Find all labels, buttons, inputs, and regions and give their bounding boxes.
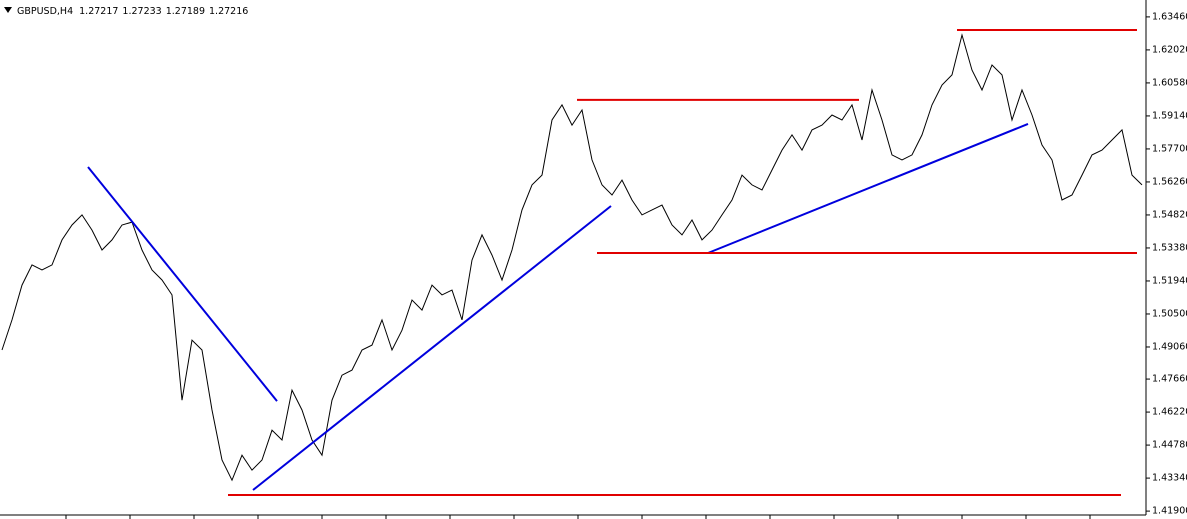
y-tick-label: 1.49060 [1152,341,1187,352]
y-tick-label: 1.43340 [1152,473,1187,484]
trendline [252,205,612,491]
trendline [87,166,278,402]
y-tick-label: 1.46220 [1152,407,1187,418]
low: 1.27189 [166,6,205,17]
y-tick-label: 1.56260 [1152,176,1187,187]
open: 1.27217 [79,6,118,17]
symbol: GBPUSD,H4 [17,6,73,17]
y-tick-label: 1.51940 [1152,275,1187,286]
y-tick-label: 1.54820 [1152,209,1187,220]
y-tick-label: 1.47660 [1152,374,1187,385]
x-ticks [65,515,1091,519]
chart-header: GBPUSD,H4 1.27217 1.27233 1.27189 1.27216 [17,6,248,17]
y-tick-label: 1.53380 [1152,242,1187,253]
y-tick-label: 1.41900 [1152,506,1187,517]
y-tick-label: 1.59140 [1152,110,1187,121]
y-tick-label: 1.50500 [1152,308,1187,319]
high: 1.27233 [122,6,161,17]
y-tick-label: 1.60580 [1152,77,1187,88]
y-tick-label: 1.44780 [1152,440,1187,451]
trendline [707,123,1029,254]
y-tick-label: 1.62020 [1152,44,1187,55]
price-line [1,33,1143,482]
y-tick-label: 1.57700 [1152,143,1187,154]
y-tick-label: 1.63460 [1152,11,1187,22]
menu-arrow [4,7,12,13]
close: 1.27216 [209,6,248,17]
